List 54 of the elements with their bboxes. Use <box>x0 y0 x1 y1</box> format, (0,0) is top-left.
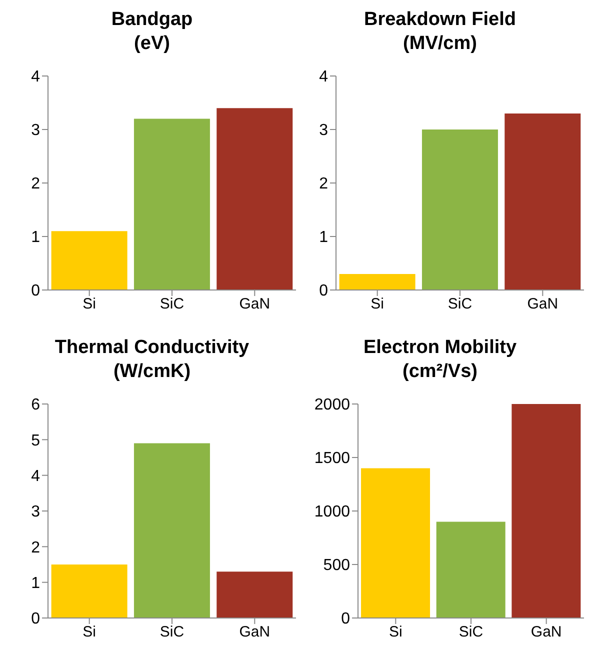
y-tick-label: 2 <box>31 176 40 193</box>
bar <box>504 113 581 290</box>
y-tick-label: 1 <box>31 575 40 592</box>
x-tick-label: GaN <box>530 624 562 641</box>
bar <box>422 130 498 290</box>
x-tick-label: Si <box>82 296 96 313</box>
chart-subtitle: (cm²/Vs) <box>402 360 478 384</box>
y-tick-label: 2000 <box>314 396 350 414</box>
y-tick-label: 6 <box>31 396 40 414</box>
chart-subtitle: (W/cmK) <box>112 360 192 384</box>
chart-title: Breakdown Field <box>362 8 518 32</box>
x-tick-label: GaN <box>527 296 558 313</box>
x-tick-label: GaN <box>239 296 270 313</box>
y-tick-label: 2 <box>319 176 328 193</box>
y-tick-label: 3 <box>31 504 40 521</box>
y-tick-label: 0 <box>319 282 328 300</box>
chart-title: Thermal Conductivity <box>54 336 250 360</box>
y-tick-label: 1 <box>31 229 40 246</box>
y-tick-label: 1500 <box>314 450 350 468</box>
chart-subtitle: (MV/cm) <box>402 32 478 56</box>
y-tick-label: 4 <box>319 68 328 86</box>
y-tick-label: 0 <box>31 610 40 628</box>
y-tick-label: 4 <box>31 468 40 486</box>
bar <box>134 443 210 618</box>
chart-subtitle: (eV) <box>133 32 171 56</box>
y-tick-label: 3 <box>31 122 40 140</box>
x-tick-label: Si <box>388 624 402 641</box>
bar <box>51 564 128 618</box>
y-tick-label: 5 <box>31 432 40 450</box>
chart-title: Electron Mobility <box>362 336 518 360</box>
y-tick-label: 500 <box>323 557 350 574</box>
x-tick-label: Si <box>370 296 384 313</box>
y-tick-label: 1000 <box>314 504 350 521</box>
x-tick-label: SiC <box>448 296 472 313</box>
y-tick-label: 3 <box>319 122 328 140</box>
y-tick-label: 1 <box>319 229 328 246</box>
x-tick-label: SiC <box>458 624 484 641</box>
bar <box>512 404 581 618</box>
x-tick-label: SiC <box>160 296 184 313</box>
bar <box>216 572 293 618</box>
x-tick-label: GaN <box>239 624 270 641</box>
bar <box>436 522 506 618</box>
bar <box>51 231 128 290</box>
y-tick-label: 0 <box>31 282 40 300</box>
bar <box>361 468 430 618</box>
bar <box>134 118 210 290</box>
x-tick-label: SiC <box>160 624 184 641</box>
x-tick-label: Si <box>82 624 96 641</box>
bar <box>216 108 293 290</box>
y-tick-label: 0 <box>341 610 350 628</box>
y-tick-label: 4 <box>31 68 40 86</box>
chart-title: Bandgap <box>110 8 194 32</box>
y-tick-label: 2 <box>31 539 40 556</box>
bar <box>339 274 416 290</box>
